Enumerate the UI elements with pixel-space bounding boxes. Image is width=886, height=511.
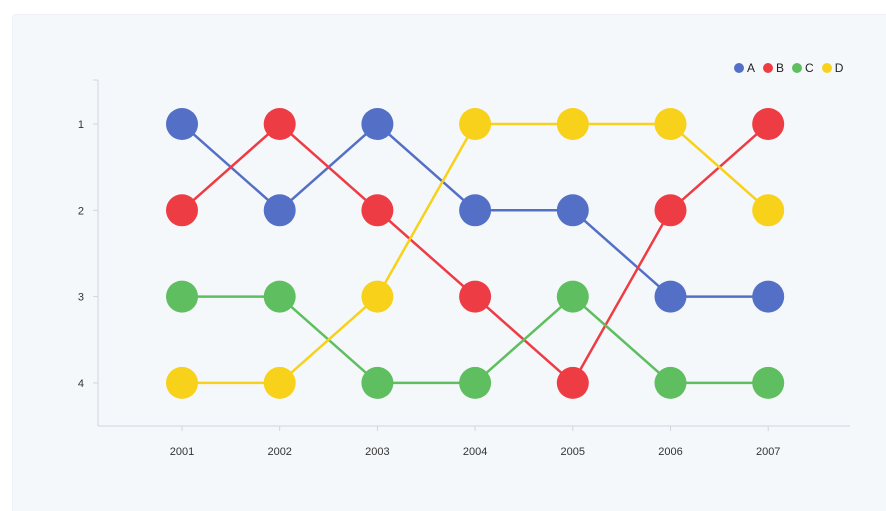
y-tick-label: 2 — [78, 205, 84, 217]
legend-item-c[interactable]: C — [792, 61, 814, 75]
data-point-c[interactable] — [263, 280, 296, 313]
data-point-b[interactable] — [752, 108, 785, 140]
data-point-b[interactable] — [556, 366, 589, 399]
data-point-c[interactable] — [654, 366, 687, 399]
y-tick-label: 1 — [78, 119, 84, 131]
legend-item-b[interactable]: B — [763, 61, 784, 75]
data-point-a[interactable] — [654, 280, 687, 313]
chart-card — [12, 14, 886, 511]
legend-item-a[interactable]: A — [734, 61, 755, 75]
legend-item-d[interactable]: D — [821, 61, 844, 75]
data-point-d[interactable] — [459, 108, 492, 140]
series-lines — [181, 122, 770, 385]
legend-label: D — [834, 61, 844, 75]
data-point-a[interactable] — [752, 280, 785, 313]
data-point-d[interactable] — [263, 366, 296, 399]
legend-label: C — [805, 61, 814, 75]
data-point-d[interactable] — [556, 108, 589, 140]
legend-dot-icon — [792, 63, 803, 73]
data-point-b[interactable] — [263, 108, 296, 140]
x-tick-label: 2004 — [463, 446, 487, 458]
legend-dot-icon — [734, 63, 744, 73]
data-point-d[interactable] — [361, 280, 394, 313]
x-tick-label: 2001 — [170, 446, 194, 458]
data-point-a[interactable] — [263, 194, 296, 227]
series-points — [166, 108, 785, 399]
chart-legend: A B C D — [734, 61, 843, 75]
data-point-a[interactable] — [459, 194, 492, 227]
data-point-a[interactable] — [556, 194, 589, 227]
data-point-b[interactable] — [459, 280, 492, 313]
data-point-b[interactable] — [166, 194, 198, 227]
data-point-d[interactable] — [752, 194, 785, 227]
data-point-d[interactable] — [654, 108, 687, 140]
data-point-c[interactable] — [556, 280, 589, 313]
data-point-b[interactable] — [361, 194, 394, 227]
series-line-d — [182, 122, 770, 385]
series-line-b — [181, 122, 770, 385]
legend-label: A — [747, 61, 756, 75]
data-point-c[interactable] — [459, 366, 492, 399]
data-point-a[interactable] — [361, 108, 394, 140]
chart-axes: 1 2 3 4 2001 2002 2003 2004 2005 2006 2007 — [78, 79, 850, 458]
x-tick-label: 2003 — [365, 446, 389, 458]
x-tick-label: 2006 — [658, 446, 682, 458]
data-point-c[interactable] — [752, 366, 785, 399]
data-point-c[interactable] — [166, 280, 198, 313]
data-point-a[interactable] — [166, 108, 198, 140]
data-point-d[interactable] — [166, 366, 198, 399]
legend-label: B — [776, 61, 785, 75]
y-tick-label: 4 — [78, 378, 84, 390]
x-tick-label: 2002 — [267, 446, 291, 458]
x-tick-label: 2005 — [561, 446, 585, 458]
legend-dot-icon — [821, 63, 832, 73]
data-point-c[interactable] — [361, 366, 394, 399]
x-tick-label: 2007 — [756, 446, 780, 458]
legend-dot-icon — [763, 63, 774, 73]
data-point-b[interactable] — [654, 194, 687, 227]
y-tick-label: 3 — [78, 292, 84, 304]
